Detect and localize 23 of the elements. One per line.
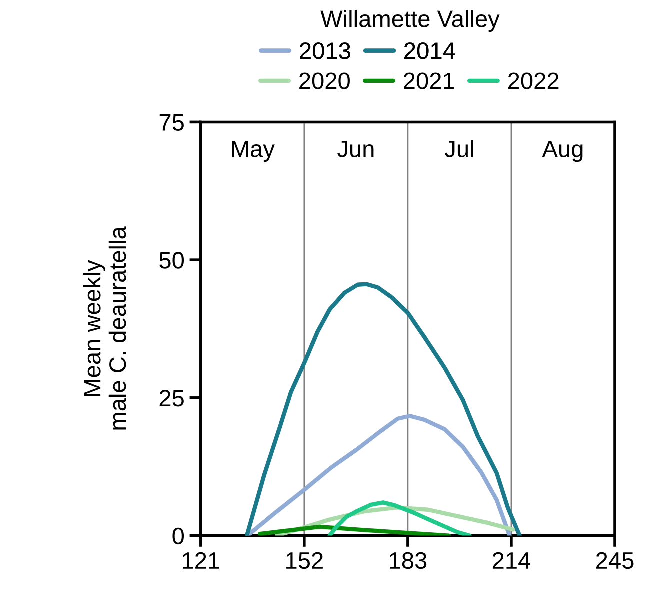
legend-label: 2014 [404,42,456,60]
annotation: Jun [338,141,374,158]
legend-label: 2020 [300,72,350,90]
legend-label: 2022 [508,72,559,90]
y-tick-label: 0 [172,528,184,545]
x-tick-label: 214 [492,552,530,569]
x-tick-label: 245 [596,552,634,570]
line-series [258,524,452,536]
annotation: Jul [444,140,474,158]
line-series [328,500,472,536]
annotation: Aug [542,141,583,162]
x-tick-label: 183 [390,552,427,570]
y-axis-title: Mean weekly male C. deauratella [83,226,126,430]
line-series [244,282,522,536]
legend-label: 2013 [300,42,350,60]
x-tick-label: 152 [286,552,323,570]
y-tick-label: 25 [160,390,184,407]
annotation: May [232,141,275,162]
y-tick-label: 50 [160,252,184,269]
chart-title: Willamette Valley [320,10,500,32]
x-tick-label: 121 [183,552,220,569]
y-tick-label: 75 [160,114,184,131]
legend-label: 2021 [404,72,454,90]
